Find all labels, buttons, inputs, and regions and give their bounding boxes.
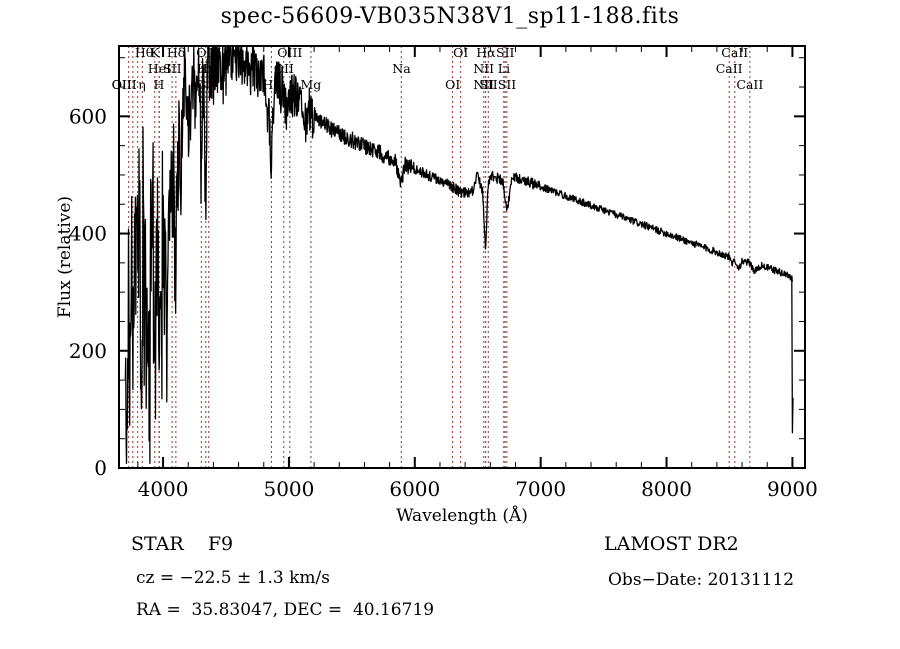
y-tick-label: 0	[94, 456, 107, 480]
spectral-line-label: Hα	[476, 45, 496, 60]
spectral-line-label: Hθ	[134, 45, 154, 60]
coordinates-text: RA = 35.83047, DEC = 40.16719	[136, 600, 435, 620]
spectral-line-label: CaII	[736, 77, 764, 92]
spectrum-trace-group	[124, 45, 794, 464]
spectral-line-label: OII	[273, 61, 294, 76]
spectral-line-label: OI	[445, 77, 461, 92]
spectral-line-label: H	[153, 77, 165, 92]
spectral-line-label: Hβ	[262, 77, 281, 92]
observation-date-text: Obs−Date: 20131112	[608, 570, 795, 590]
spectral-line-label: HeI	[147, 61, 172, 76]
tick-label-group: 4000 5000 6000 7000 8000 9000 0 200 400 600	[69, 104, 818, 501]
spectral-line-label: OIII	[277, 45, 303, 60]
spectral-line-label: SII	[479, 77, 498, 92]
spectral-line-label: OIII	[111, 77, 137, 92]
x-tick-label: 8000	[641, 477, 692, 501]
spectral-line-label: NII	[473, 61, 495, 76]
spectral-line-label: Hδ	[166, 45, 186, 60]
spectral-line-label: G	[196, 77, 207, 92]
spectral-line-label: Li	[497, 61, 511, 76]
page-title: spec-56609-VB035N38V1_sp11-188.fits	[220, 4, 680, 29]
spectral-line-label: Hγ	[196, 61, 216, 76]
x-tick-label: 5000	[263, 477, 314, 501]
spectral-line-label: OI	[453, 45, 469, 60]
object-class-text: STAR F9	[131, 533, 234, 555]
line-marker-group	[128, 46, 751, 468]
x-tick-label: 9000	[767, 477, 818, 501]
spectral-line-label: η	[138, 77, 146, 92]
x-tick-label: 4000	[138, 477, 189, 501]
y-axis-label: Flux (relative)	[55, 196, 75, 318]
spectral-line-label: OII	[111, 77, 132, 92]
spectral-line-label: SII	[163, 61, 182, 76]
x-axis-label: Wavelength (Å)	[396, 505, 528, 526]
spectrum-trace	[124, 45, 794, 464]
axis-frame-group	[118, 45, 806, 469]
redshift-velocity-text: cz = −22.5 ± 1.3 km/s	[136, 568, 330, 588]
y-tick-label: 600	[69, 104, 107, 128]
spectral-line-label: NII	[473, 77, 495, 92]
spectral-line-label: OIII	[196, 45, 222, 60]
y-tick-label: 200	[69, 339, 107, 363]
spectral-line-label: Na	[392, 61, 411, 76]
y-tick-label: 400	[69, 222, 107, 246]
spectral-line-label: SII	[496, 45, 515, 60]
spectral-line-label: SII	[497, 77, 517, 92]
x-tick-label: 6000	[389, 477, 440, 501]
spectral-line-label: Mg	[300, 77, 322, 92]
survey-name-text: LAMOST DR2	[604, 533, 739, 555]
spectral-line-label: K	[150, 45, 160, 60]
x-tick-label: 7000	[515, 477, 566, 501]
spectral-line-label: CaII	[721, 45, 749, 60]
spectral-line-label: CaII	[715, 61, 743, 76]
